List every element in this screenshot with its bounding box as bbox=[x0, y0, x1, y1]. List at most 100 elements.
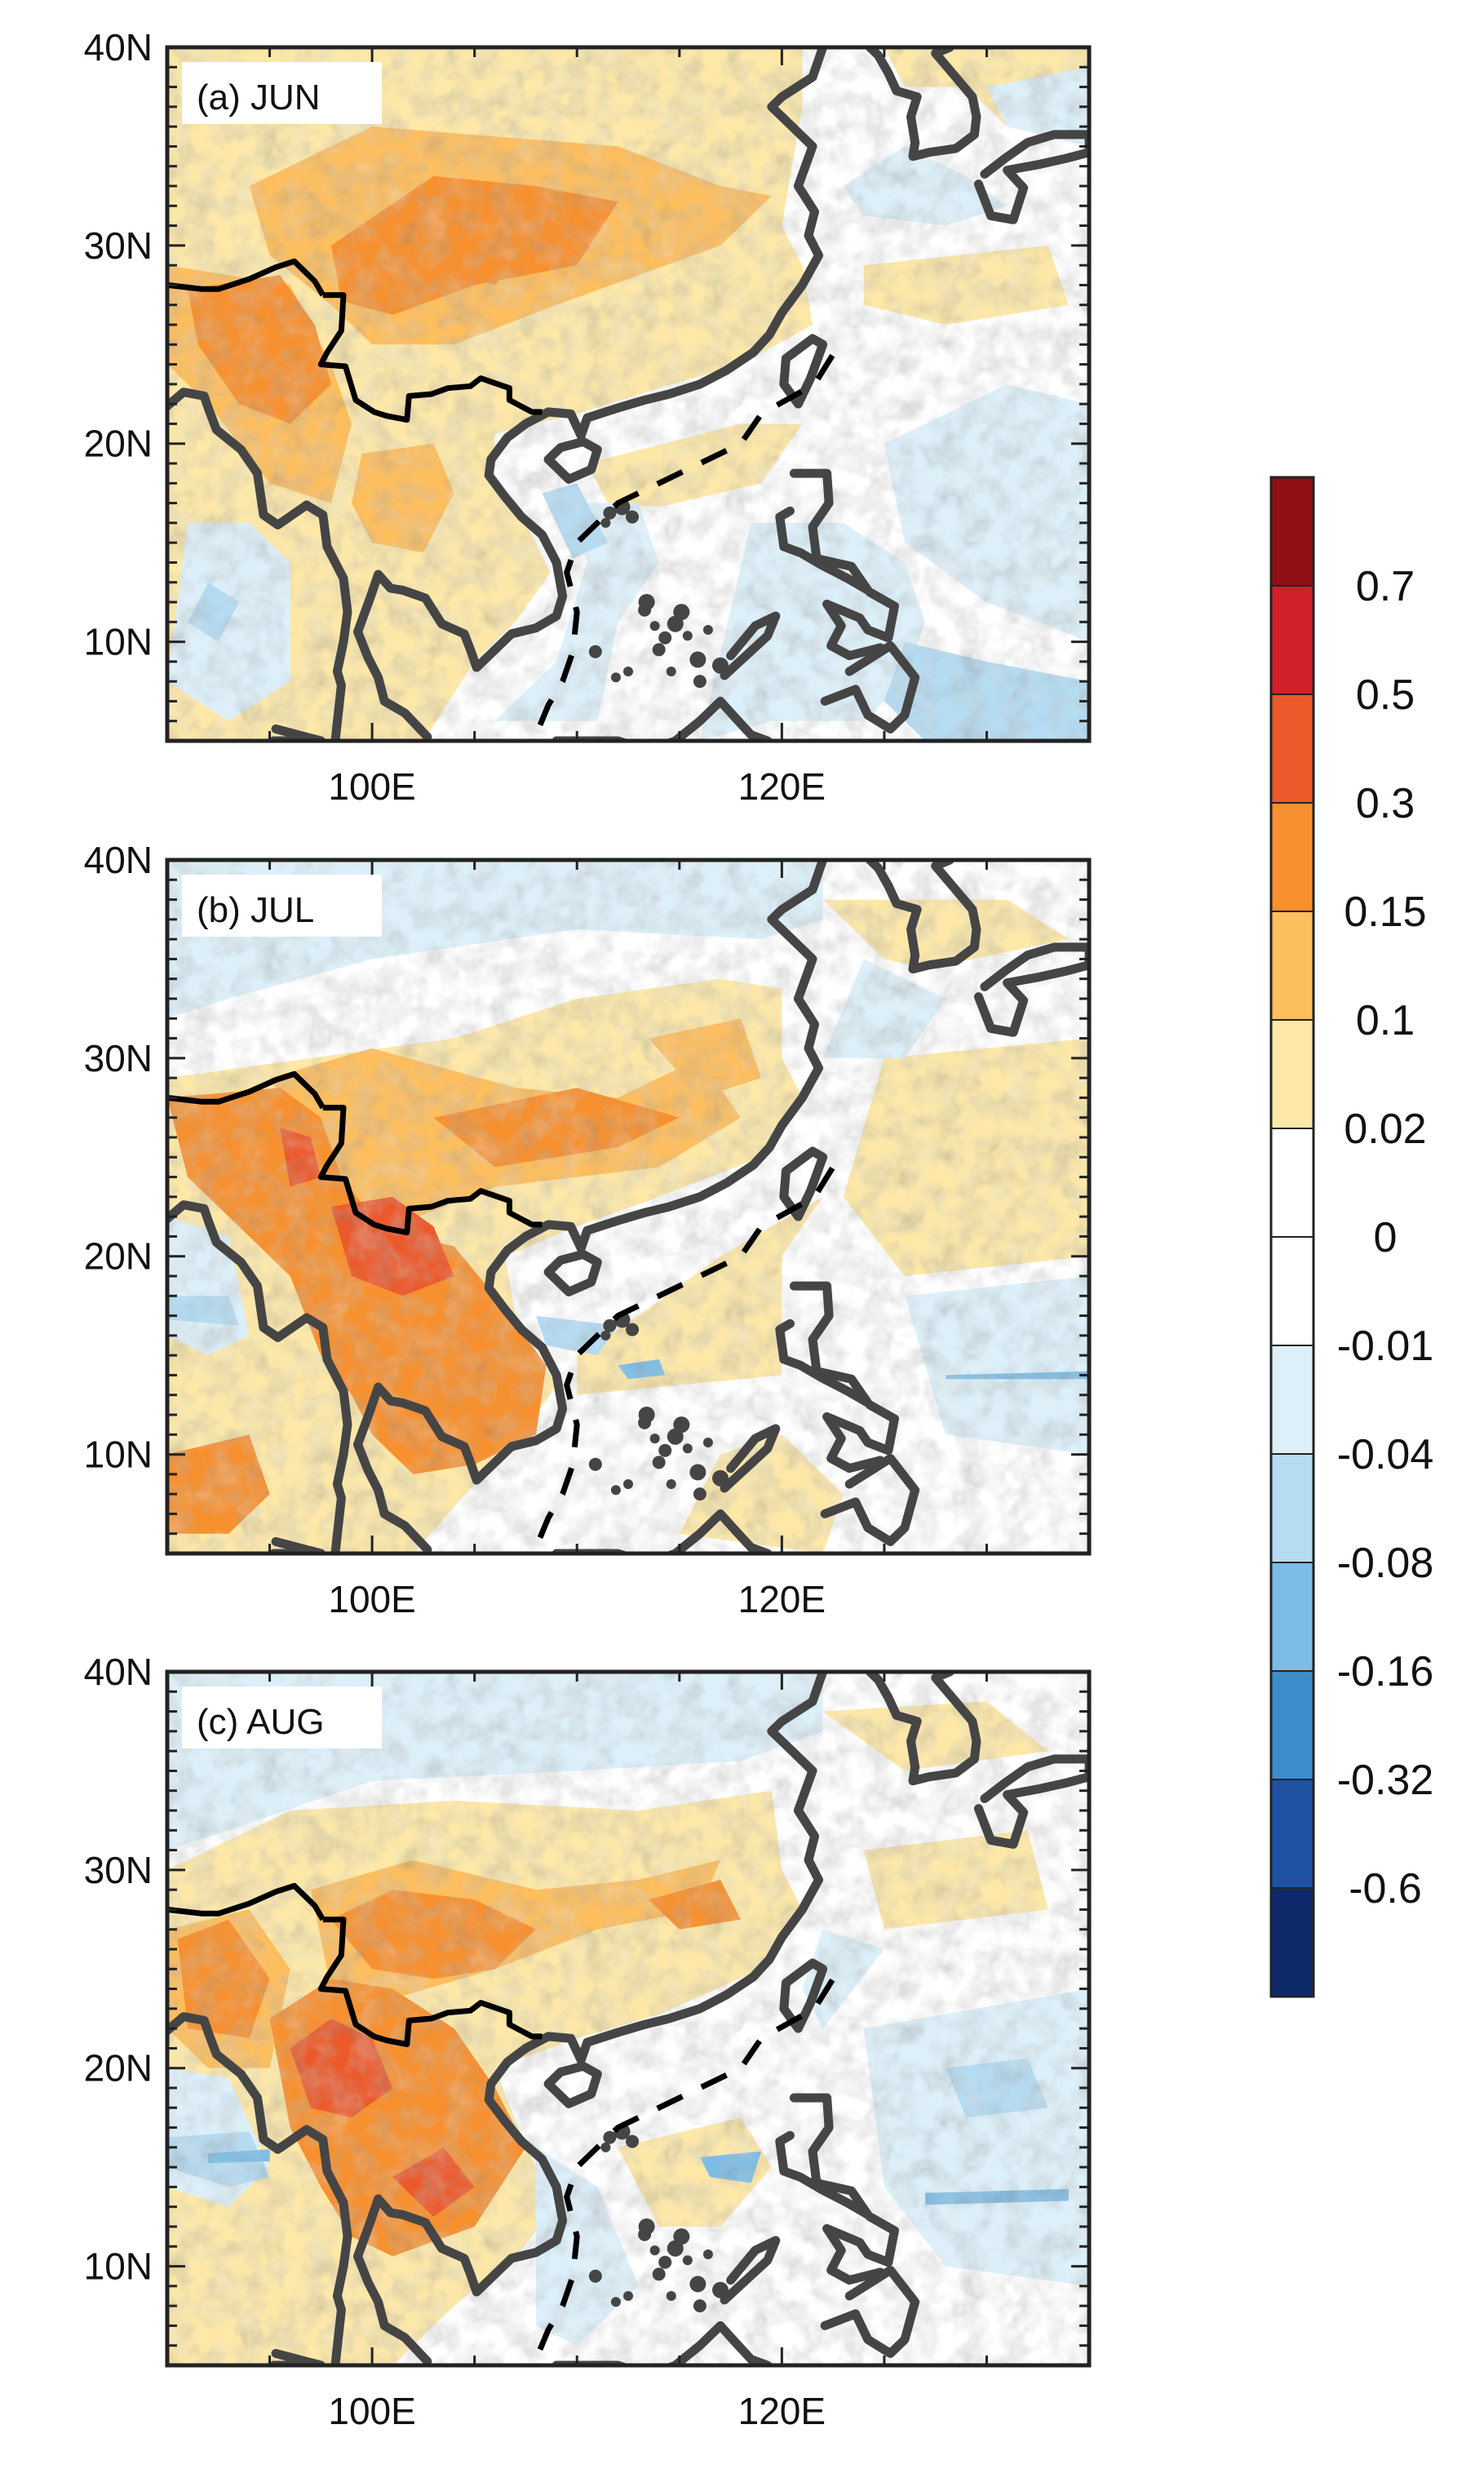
coastline bbox=[820, 640, 920, 734]
coastline bbox=[167, 1200, 352, 1553]
coastline bbox=[269, 724, 326, 741]
colorbar-swatch bbox=[1270, 585, 1314, 695]
ticks bbox=[166, 858, 1091, 1555]
colorbar-swatch bbox=[1270, 1779, 1314, 1889]
coastline bbox=[167, 2012, 352, 2365]
dashed-line bbox=[537, 1961, 846, 2351]
coastlines bbox=[167, 47, 1089, 741]
lat-tick-label: 20N bbox=[84, 423, 153, 465]
islets bbox=[588, 499, 729, 689]
coastline bbox=[865, 860, 981, 974]
coastlines bbox=[167, 1672, 1089, 2365]
colorbar-swatch bbox=[1270, 694, 1314, 804]
panel-jul: 40N 30N 20N 10N 100E 120E (b) JUL bbox=[84, 839, 1092, 1620]
coastline bbox=[167, 388, 352, 741]
coastline bbox=[167, 1214, 172, 1224]
panel-title: (c) AUG bbox=[197, 1702, 324, 1742]
lat-tick-label: 30N bbox=[84, 1037, 153, 1079]
lat-tick-label: 40N bbox=[84, 839, 153, 881]
coastline bbox=[552, 696, 773, 741]
coastline bbox=[820, 1453, 920, 1546]
colorbar-swatch bbox=[1270, 1019, 1314, 1129]
colorbar-swatch bbox=[1270, 802, 1314, 912]
coastline bbox=[353, 1672, 828, 2365]
coastline bbox=[269, 1536, 326, 1553]
colorbar-label: 0.1 bbox=[1356, 997, 1415, 1044]
coastline bbox=[720, 1424, 781, 1493]
lat-tick-label: 30N bbox=[84, 224, 153, 267]
coastline bbox=[865, 47, 981, 162]
lat-tick-label: 20N bbox=[84, 1235, 153, 1278]
island-outline bbox=[543, 2061, 602, 2108]
colorbar-swatch bbox=[1270, 1128, 1314, 1238]
lon-tick-label: 120E bbox=[738, 765, 826, 808]
coastline bbox=[720, 2236, 781, 2305]
coastline bbox=[353, 47, 828, 741]
panel-label: (c) AUG bbox=[182, 1686, 382, 1748]
coastline bbox=[865, 1672, 981, 1786]
colorbar-label: -0.16 bbox=[1337, 1648, 1434, 1695]
coastline bbox=[822, 587, 899, 661]
panel-label: (a) JUN bbox=[182, 62, 382, 124]
china-border bbox=[166, 258, 543, 423]
island-outline bbox=[779, 1958, 828, 2033]
lat-tick-label: 10N bbox=[84, 621, 153, 663]
ticks bbox=[166, 1670, 1091, 2367]
lat-tick-label: 10N bbox=[84, 1434, 153, 1476]
panel-title: (b) JUL bbox=[197, 890, 314, 930]
panel-jun: 40N 30N 20N 10N 100E 120E (a) JUN bbox=[84, 26, 1092, 808]
lon-tick-label: 120E bbox=[738, 1578, 826, 1620]
islets bbox=[588, 2123, 729, 2313]
map-frame bbox=[165, 858, 1092, 1556]
shading-layer bbox=[167, 47, 1089, 741]
lat-tick-label: 10N bbox=[84, 2245, 153, 2288]
panel-aug: 40N 30N 20N 10N 100E 120E (c) AUG bbox=[84, 1651, 1092, 2432]
china-border bbox=[166, 1070, 543, 1236]
island-outline bbox=[779, 1146, 828, 1221]
colorbar-label: 0.02 bbox=[1344, 1106, 1426, 1153]
china-border bbox=[166, 1882, 543, 2048]
map-frame bbox=[165, 1669, 1092, 2368]
colorbar-label: -0.32 bbox=[1337, 1757, 1434, 1804]
colorbar-swatch bbox=[1270, 1345, 1314, 1455]
colorbar-label: 0 bbox=[1374, 1214, 1398, 1261]
coastline bbox=[973, 1754, 1089, 1849]
colorbar-swatch bbox=[1270, 476, 1314, 587]
lat-tick-label: 40N bbox=[84, 1651, 153, 1693]
map-frame bbox=[165, 45, 1092, 743]
coastlines bbox=[167, 860, 1089, 1553]
colorbar-label: 0.5 bbox=[1356, 671, 1415, 719]
panel-title: (a) JUN bbox=[197, 78, 321, 117]
dashed-line bbox=[537, 1150, 846, 1539]
coastline bbox=[353, 860, 828, 1553]
lon-tick-label: 120E bbox=[738, 2390, 826, 2432]
colorbar-swatch bbox=[1270, 1562, 1314, 1672]
lon-tick-label: 100E bbox=[328, 1578, 415, 1620]
coastline bbox=[167, 2026, 172, 2036]
colorbar-label: 0.15 bbox=[1344, 889, 1426, 936]
lon-tick-label: 100E bbox=[328, 765, 415, 808]
colorbar-swatch bbox=[1270, 1453, 1314, 1563]
colorbar-label: -0.04 bbox=[1337, 1431, 1434, 1478]
lat-tick-label: 40N bbox=[84, 26, 153, 69]
shading-layer bbox=[167, 1672, 1089, 2365]
colorbar-frame bbox=[1269, 476, 1315, 1998]
colorbar-label: 0.7 bbox=[1356, 563, 1415, 610]
colorbar-swatch bbox=[1270, 1236, 1314, 1346]
island-outline bbox=[779, 334, 828, 409]
coastline bbox=[822, 2212, 899, 2285]
colorbar: 0.7 0.5 0.3 0.15 0.1 0.02 0 -0.01 -0.04 -0.08 -0.1… bbox=[1269, 476, 1434, 1998]
lon-tick-label: 100E bbox=[328, 2390, 415, 2432]
shading-layer bbox=[167, 860, 1089, 1553]
colorbar-swatch bbox=[1270, 911, 1314, 1021]
lat-tick-label: 20N bbox=[84, 2047, 153, 2090]
colorbar-swatch bbox=[1270, 1887, 1314, 1997]
lat-tick-label: 30N bbox=[84, 1849, 153, 1891]
coastline bbox=[552, 2320, 773, 2365]
coastline bbox=[820, 2265, 920, 2358]
island-outline bbox=[543, 1249, 602, 1296]
coastline bbox=[973, 130, 1089, 224]
colorbar-swatch bbox=[1270, 1670, 1314, 1780]
coastline bbox=[822, 1400, 899, 1474]
